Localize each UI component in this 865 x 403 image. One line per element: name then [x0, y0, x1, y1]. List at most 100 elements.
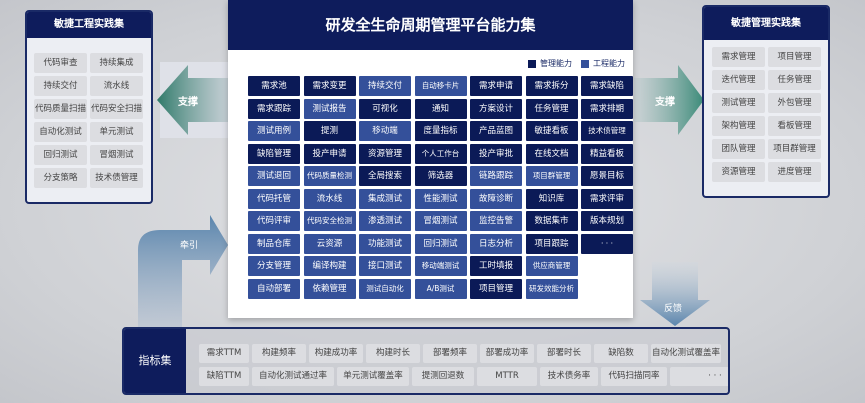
capability-cell[interactable]: 代码质量检测 [303, 166, 356, 186]
capability-cell[interactable]: 日志分析 [470, 233, 522, 254]
capability-cell[interactable]: 精益看板 [581, 143, 633, 164]
capability-cell[interactable]: 流水线 [303, 188, 356, 209]
capability-cell[interactable]: 需求申请 [470, 76, 522, 96]
capability-cell[interactable]: 测试报告 [303, 98, 356, 119]
capability-cell[interactable]: · · · [581, 233, 633, 254]
capability-cell[interactable]: 在线文档 [525, 143, 578, 164]
capability-cell[interactable]: 持续交付 [359, 76, 411, 96]
metric-chip[interactable]: 缺陷数 [594, 344, 648, 363]
practice-chip[interactable]: 分支策略 [34, 168, 87, 188]
capability-cell[interactable]: 代码评审 [248, 211, 300, 231]
capability-cell[interactable]: 回归测试 [414, 233, 467, 254]
capability-cell[interactable]: 产品蓝图 [470, 121, 522, 141]
capability-cell[interactable]: 供应商管理 [525, 256, 578, 276]
capability-cell[interactable]: 移动端测试 [414, 256, 467, 276]
capability-cell[interactable]: 冒烟测试 [414, 211, 467, 231]
practice-chip[interactable]: 持续交付 [34, 76, 87, 96]
metric-chip[interactable]: 构建成功率 [309, 344, 363, 363]
capability-cell[interactable]: 渗透测试 [359, 211, 411, 231]
capability-cell[interactable]: 测试自动化 [359, 278, 411, 299]
capability-cell[interactable]: 测试用例 [248, 121, 300, 141]
capability-cell[interactable]: 测试退回 [248, 166, 300, 186]
capability-cell[interactable]: 筛选器 [414, 166, 467, 186]
metric-chip[interactable]: 自动化测试通过率 [252, 367, 334, 386]
capability-cell[interactable]: 接口测试 [359, 256, 411, 276]
practice-chip[interactable]: 代码审查 [34, 53, 87, 73]
metric-chip[interactable]: 技术债务率 [540, 367, 598, 386]
practice-chip[interactable]: 流水线 [90, 76, 143, 96]
capability-cell[interactable]: 任务管理 [525, 98, 578, 119]
capability-cell[interactable]: 需求池 [248, 76, 300, 96]
practice-chip[interactable]: 需求管理 [712, 47, 765, 67]
capability-cell[interactable]: 缺陷管理 [248, 143, 300, 164]
practice-chip[interactable]: 技术债管理 [90, 168, 143, 188]
capability-cell[interactable]: 研发效能分析 [525, 278, 578, 299]
capability-cell[interactable]: 技术债管理 [581, 121, 633, 141]
metric-chip[interactable]: 代码扫描同率 [601, 367, 667, 386]
capability-cell[interactable]: 度量指标 [414, 121, 467, 141]
practice-chip[interactable]: 外包管理 [768, 93, 821, 113]
capability-cell[interactable]: 故障诊断 [470, 188, 522, 209]
capability-cell[interactable]: 制品仓库 [248, 233, 300, 254]
capability-cell[interactable]: 需求变更 [303, 76, 356, 96]
capability-cell[interactable]: 投产审批 [470, 143, 522, 164]
practice-chip[interactable]: 代码安全扫描 [90, 99, 143, 119]
capability-cell[interactable]: 需求缺陷 [581, 76, 633, 96]
capability-cell[interactable]: 方案设计 [470, 98, 522, 119]
capability-cell[interactable]: 版本规划 [581, 211, 633, 231]
practice-chip[interactable]: 持续集成 [90, 53, 143, 73]
practice-chip[interactable]: 任务管理 [768, 70, 821, 90]
metric-chip[interactable]: 缺陷TTM [199, 367, 249, 386]
capability-cell[interactable]: 可视化 [359, 98, 411, 119]
practice-chip[interactable]: 代码质量扫描 [34, 99, 87, 119]
capability-cell[interactable]: 监控告警 [470, 211, 522, 231]
capability-cell[interactable]: 自动部署 [248, 278, 300, 299]
capability-cell[interactable]: 功能测试 [359, 233, 411, 254]
practice-chip[interactable]: 看板管理 [768, 116, 821, 136]
capability-cell[interactable]: 知识库 [525, 188, 578, 209]
metric-chip[interactable]: 部署频率 [423, 344, 477, 363]
metric-chip[interactable]: 部署时长 [537, 344, 591, 363]
practice-chip[interactable]: 进度管理 [768, 162, 821, 182]
capability-cell[interactable]: 代码托管 [248, 188, 300, 209]
metric-chip[interactable]: 单元测试覆盖率 [337, 367, 409, 386]
capability-cell[interactable]: 愿景目标 [581, 166, 633, 186]
capability-cell[interactable]: A/B测试 [414, 278, 467, 299]
metric-chip[interactable]: 部署成功率 [480, 344, 534, 363]
metric-chip[interactable]: 提测回退数 [412, 367, 474, 386]
practice-chip[interactable]: 单元测试 [90, 122, 143, 142]
practice-chip[interactable]: 项目管理 [768, 47, 821, 67]
capability-cell[interactable]: 投产申请 [303, 143, 356, 164]
capability-cell[interactable]: 云资源 [303, 233, 356, 254]
metric-chip[interactable]: 构建频率 [252, 344, 306, 363]
metric-chip[interactable]: MTTR [477, 367, 537, 386]
capability-cell[interactable]: 移动端 [359, 121, 411, 141]
practice-chip[interactable]: 迭代管理 [712, 70, 765, 90]
capability-cell[interactable]: 需求跟踪 [248, 98, 300, 119]
capability-cell[interactable]: 个人工作台 [414, 143, 467, 164]
practice-chip[interactable]: 冒烟测试 [90, 145, 143, 165]
capability-cell[interactable]: 依赖管理 [303, 278, 356, 299]
capability-cell[interactable]: 项目群管理 [525, 166, 578, 186]
metric-chip[interactable]: 自动化测试覆盖率 [651, 344, 721, 363]
capability-cell[interactable]: 全局搜索 [359, 166, 411, 186]
metric-chip[interactable]: · · · [670, 367, 728, 386]
capability-cell[interactable]: 项目管理 [470, 278, 522, 299]
capability-cell[interactable]: 工时填报 [470, 256, 522, 276]
capability-cell[interactable]: 分支管理 [248, 256, 300, 276]
capability-cell[interactable]: 代码安全检测 [303, 211, 356, 231]
capability-cell[interactable]: 提测 [303, 121, 356, 141]
capability-cell[interactable]: 自动移卡片 [414, 76, 467, 96]
capability-cell[interactable]: 集成测试 [359, 188, 411, 209]
metric-chip[interactable]: 需求TTM [199, 344, 249, 363]
capability-cell[interactable]: 需求排期 [581, 98, 633, 119]
practice-chip[interactable]: 自动化测试 [34, 122, 87, 142]
practice-chip[interactable]: 测试管理 [712, 93, 765, 113]
capability-cell[interactable]: 需求拆分 [525, 76, 578, 96]
capability-cell[interactable]: 通知 [414, 98, 467, 119]
capability-cell[interactable]: 编译构建 [303, 256, 356, 276]
capability-cell[interactable]: 性能测试 [414, 188, 467, 209]
capability-cell[interactable]: 敏捷看板 [525, 121, 578, 141]
capability-cell[interactable]: 资源管理 [359, 143, 411, 164]
metric-chip[interactable]: 构建时长 [366, 344, 420, 363]
